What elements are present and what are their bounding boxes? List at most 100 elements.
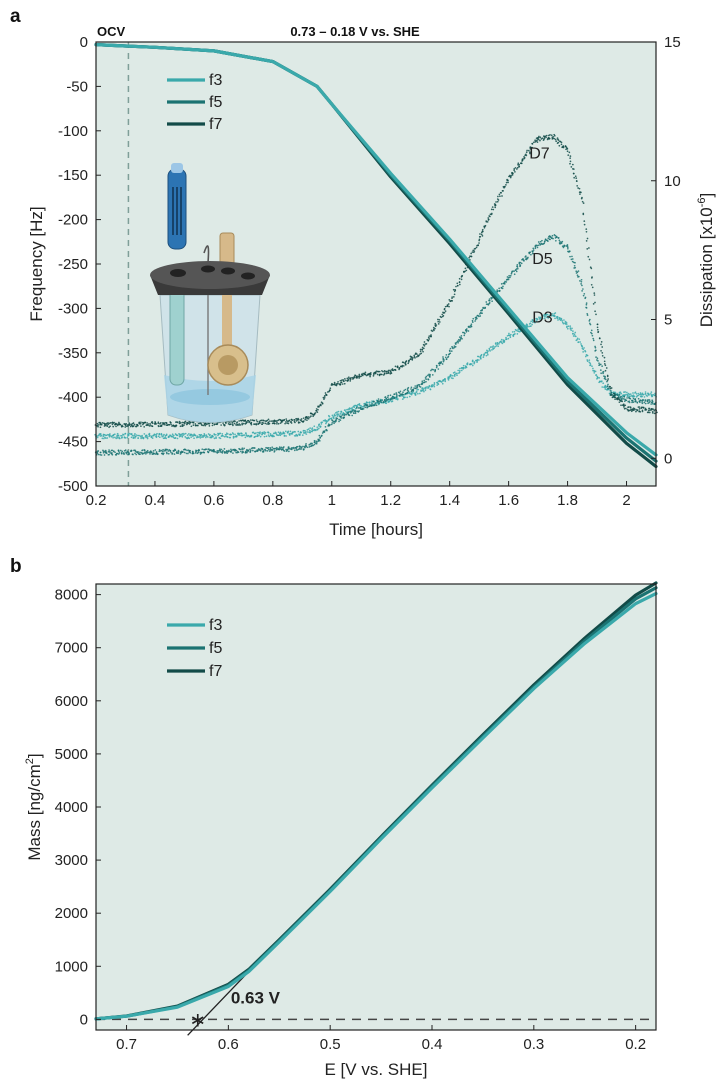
dissipation-point: [598, 337, 601, 340]
dissipation-point: [109, 450, 111, 453]
dissipation-point: [499, 195, 501, 198]
dissipation-point: [131, 422, 134, 425]
dissipation-point: [513, 330, 516, 333]
dissipation-point: [497, 345, 500, 348]
dissipation-point: [220, 424, 222, 426]
dissipation-point: [189, 451, 192, 454]
dissipation-point: [585, 240, 588, 242]
dissipation-point: [488, 302, 491, 304]
dissipation-point: [159, 450, 162, 452]
dissipation-point: [111, 452, 113, 454]
dissipation-point: [565, 321, 568, 324]
dissipation-point: [306, 417, 309, 420]
dissipation-point: [569, 162, 571, 165]
dissipation-point: [651, 395, 654, 398]
dissipation-point: [511, 331, 514, 333]
dissipation-point: [409, 355, 412, 358]
dissipation-point: [428, 335, 431, 337]
dissipation-point: [165, 422, 168, 424]
dissipation-point: [285, 419, 288, 422]
dissipation-point: [267, 431, 270, 434]
dissipation-point: [119, 423, 121, 426]
dissipation-point: [133, 434, 136, 437]
dissipation-point: [496, 342, 499, 344]
dissipation-point: [252, 449, 254, 452]
dissipation-point: [560, 318, 563, 321]
dissipation-point: [306, 446, 309, 449]
dissipation-point: [255, 423, 258, 426]
dissipation-point: [461, 275, 463, 277]
dissipation-point: [626, 391, 628, 394]
dissipation-point: [329, 417, 331, 420]
dissipation-point: [238, 434, 241, 437]
dissipation-point: [422, 350, 424, 353]
dissipation-point: [385, 402, 388, 405]
panel-a-x-tick-label: 1.4: [439, 492, 460, 509]
dissipation-point: [438, 364, 441, 366]
dissipation-point: [232, 452, 234, 454]
dissipation-point: [591, 276, 593, 278]
dissipation-point: [596, 328, 599, 331]
dissipation-point: [170, 451, 172, 454]
dissipation-point: [405, 360, 408, 362]
dissipation-point: [192, 452, 195, 455]
dissipation-point: [604, 369, 607, 372]
dissipation-point: [569, 255, 571, 258]
dissipation-point: [283, 450, 286, 452]
dissipation-point: [624, 391, 626, 393]
dissipation-point: [430, 335, 432, 338]
dissipation-point: [479, 312, 482, 314]
dissipation-point: [494, 206, 497, 209]
dissipation-point: [336, 415, 339, 417]
dissipation-point: [410, 392, 413, 394]
dissipation-point: [203, 435, 206, 437]
dissipation-point: [121, 450, 124, 453]
dissipation-point: [509, 333, 512, 336]
dissipation-point: [391, 395, 394, 398]
dissipation-point: [106, 424, 108, 427]
panel-b-y-tick-label: 3000: [55, 852, 88, 869]
dissipation-point: [521, 258, 524, 261]
dissipation-point: [419, 348, 422, 351]
dissipation-point: [141, 434, 143, 437]
dissipation-point: [163, 422, 166, 424]
dissipation-point: [458, 281, 461, 283]
dissipation-point: [576, 184, 579, 187]
dissipation-point: [378, 402, 381, 405]
dissipation-point: [341, 414, 344, 416]
dissipation-point: [468, 256, 471, 259]
dissipation-point: [246, 451, 248, 454]
dissipation-point: [390, 372, 393, 375]
dissipation-point: [567, 247, 569, 250]
dissipation-point: [453, 371, 456, 374]
dissipation-point: [247, 449, 250, 452]
dissipation-point: [397, 391, 400, 394]
dissipation-point: [630, 395, 633, 397]
dissipation-point: [297, 418, 300, 421]
dissipation-point: [321, 432, 324, 434]
dissipation-point: [580, 278, 583, 281]
dissipation-point: [139, 422, 142, 425]
dissipation-point: [473, 250, 476, 252]
dissipation-point: [343, 414, 346, 417]
dissipation-point: [622, 398, 625, 400]
dissipation-point: [118, 452, 121, 454]
dissipation-point: [96, 422, 99, 425]
dissipation-point: [540, 319, 542, 322]
dissipation-point: [624, 399, 627, 402]
dissipation-point: [638, 408, 641, 410]
dissipation-point: [138, 422, 141, 425]
dissipation-point: [230, 423, 232, 425]
dissipation-point: [237, 451, 240, 454]
dissipation-point: [412, 389, 415, 391]
dissipation-point: [444, 310, 447, 312]
dissipation-point: [183, 422, 186, 425]
dissipation-point: [100, 423, 103, 426]
dissipation-point: [298, 445, 301, 448]
dissipation-point: [508, 274, 510, 277]
dissipation-point: [507, 179, 509, 182]
panel-b-x-tick-label: 0.7: [116, 1036, 137, 1053]
dissipation-point: [470, 325, 473, 327]
dissipation-point: [221, 452, 224, 454]
dissipation-point: [324, 392, 327, 394]
